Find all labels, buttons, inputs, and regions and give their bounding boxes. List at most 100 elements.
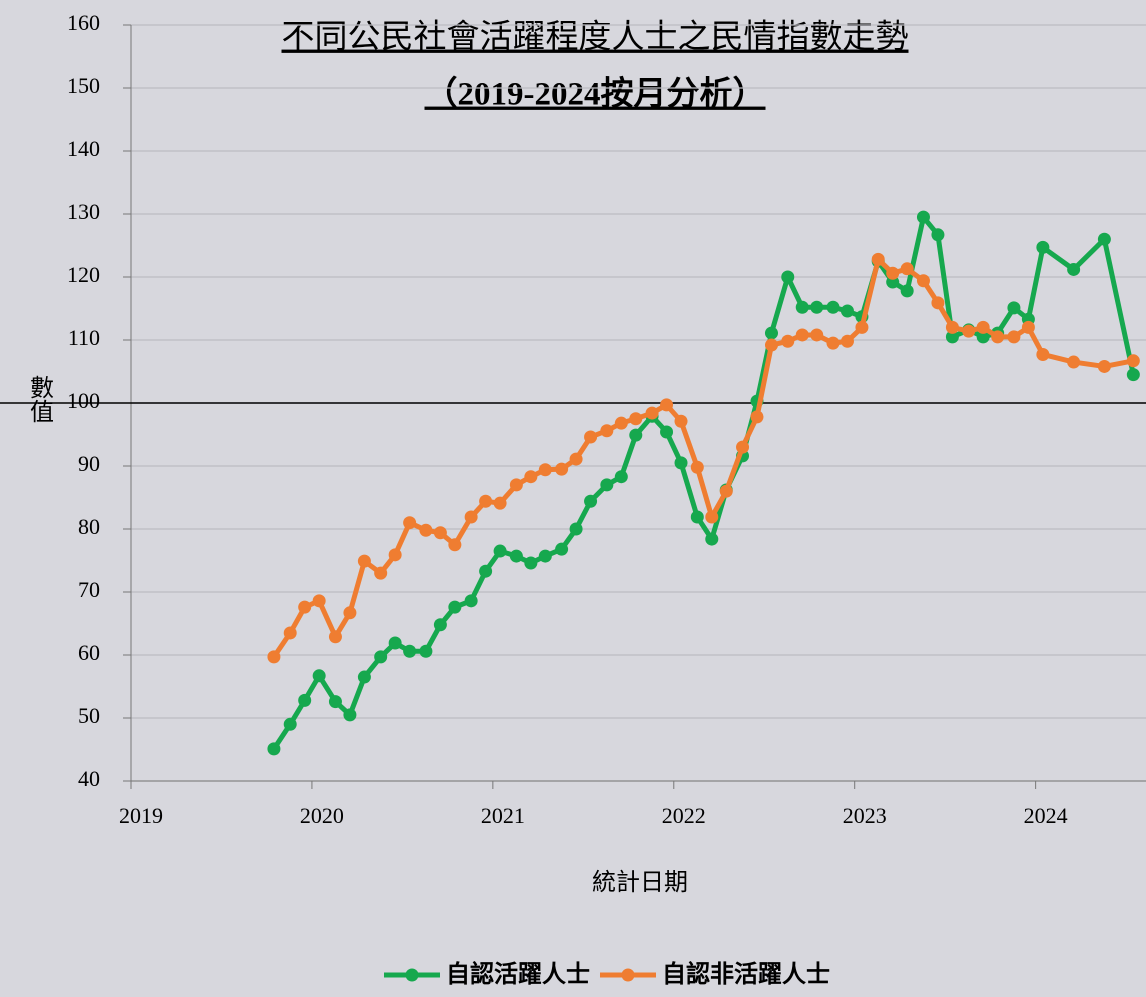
data-point <box>1126 354 1140 368</box>
data-point <box>267 650 281 664</box>
data-point <box>584 430 598 444</box>
data-point <box>614 470 628 484</box>
y-tick-label: 130 <box>67 199 100 224</box>
legend-label: 自認非活躍人士 <box>662 960 830 988</box>
legend-label: 自認活躍人士 <box>446 960 590 988</box>
y-tick-label: 110 <box>68 325 100 350</box>
chart-subtitle: （2019-2024按月分析） <box>425 76 766 113</box>
data-point <box>871 252 885 266</box>
data-point <box>900 284 914 298</box>
data-point <box>509 478 523 492</box>
data-point <box>826 336 840 350</box>
data-point <box>976 320 990 334</box>
data-point <box>312 594 326 608</box>
y-tick-label: 100 <box>67 388 100 413</box>
data-point <box>810 300 824 314</box>
legend-marker <box>621 968 635 982</box>
data-point <box>569 522 583 536</box>
data-point <box>764 338 778 352</box>
data-point <box>916 274 930 288</box>
data-point <box>900 262 914 276</box>
data-point <box>855 320 869 334</box>
data-point <box>886 266 900 280</box>
data-point <box>976 330 990 344</box>
data-point <box>840 304 854 318</box>
data-point <box>419 644 433 658</box>
data-point <box>1126 368 1140 382</box>
data-point <box>764 326 778 340</box>
data-point <box>283 626 297 640</box>
data-point <box>600 424 614 438</box>
data-point <box>524 556 538 570</box>
data-point <box>464 594 478 608</box>
data-point <box>1021 320 1035 334</box>
data-point <box>1007 301 1021 315</box>
y-tick-label: 150 <box>67 73 100 98</box>
data-point <box>493 496 507 510</box>
data-point <box>736 440 750 454</box>
data-point <box>555 462 569 476</box>
data-point <box>705 510 719 524</box>
data-point <box>674 456 688 470</box>
data-point <box>403 644 417 658</box>
data-point <box>328 695 342 709</box>
data-point <box>1067 355 1081 369</box>
data-point <box>674 414 688 428</box>
data-point <box>1036 347 1050 361</box>
data-point <box>448 600 462 614</box>
data-point <box>357 554 371 568</box>
x-tick-label: 2020 <box>300 803 344 828</box>
data-point <box>781 270 795 284</box>
data-point <box>719 484 733 498</box>
y-tick-label: 120 <box>67 262 100 287</box>
data-point <box>660 398 674 412</box>
data-point <box>1097 359 1111 373</box>
data-point <box>479 564 493 578</box>
data-point <box>388 548 402 562</box>
data-point <box>600 478 614 492</box>
data-point <box>298 600 312 614</box>
data-point <box>690 510 704 524</box>
data-point <box>267 742 281 756</box>
data-point <box>690 460 704 474</box>
x-axis-label: 統計日期 <box>592 868 688 896</box>
y-tick-label: 160 <box>67 10 100 35</box>
y-tick-label: 70 <box>78 577 100 602</box>
data-point <box>448 538 462 552</box>
x-tick-label: 2022 <box>662 803 706 828</box>
y-tick-label: 80 <box>78 514 100 539</box>
legend-marker <box>405 968 419 982</box>
data-point <box>464 510 478 524</box>
data-point <box>629 428 643 442</box>
data-point <box>584 494 598 508</box>
data-point <box>509 549 523 563</box>
data-point <box>945 330 959 344</box>
data-point <box>538 463 552 477</box>
y-tick-label: 90 <box>78 451 100 476</box>
x-tick-label: 2023 <box>843 803 887 828</box>
y-tick-label: 60 <box>78 640 100 665</box>
data-point <box>750 410 764 424</box>
data-point <box>328 630 342 644</box>
data-point <box>931 296 945 310</box>
x-tick-label: 2024 <box>1024 803 1068 828</box>
data-point <box>991 330 1005 344</box>
data-point <box>945 320 959 334</box>
data-point <box>645 406 659 420</box>
y-tick-label: 140 <box>67 136 100 161</box>
data-point <box>343 606 357 620</box>
data-point <box>312 669 326 683</box>
data-point <box>283 717 297 731</box>
data-point <box>433 618 447 632</box>
data-point <box>479 494 493 508</box>
data-point <box>555 542 569 556</box>
y-tick-label: 40 <box>78 766 100 791</box>
data-point <box>433 526 447 540</box>
data-point <box>660 425 674 439</box>
data-point <box>931 228 945 242</box>
y-tick-label: 50 <box>78 703 100 728</box>
data-point <box>524 470 538 484</box>
data-point <box>1036 240 1050 254</box>
data-point <box>1097 232 1111 246</box>
data-point <box>419 523 433 537</box>
